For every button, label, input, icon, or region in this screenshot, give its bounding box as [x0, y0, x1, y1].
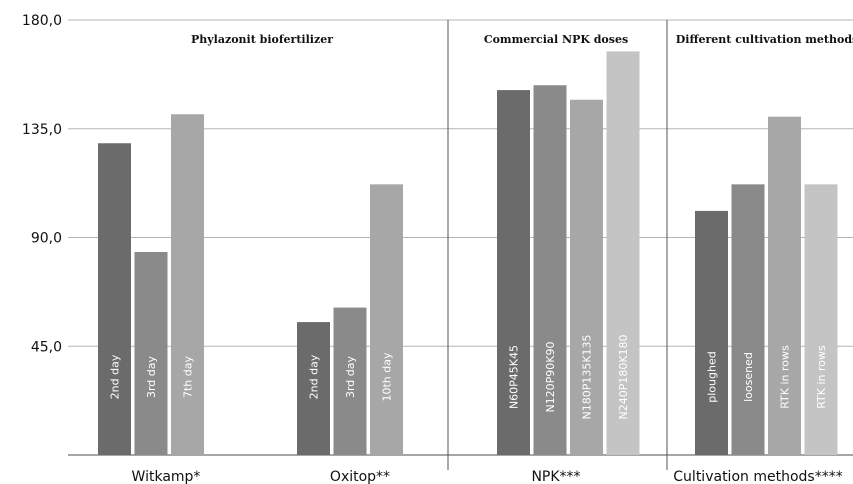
category-label: NPK*** — [531, 469, 580, 484]
bar — [134, 252, 168, 455]
category-label: Cultivation methods**** — [673, 469, 842, 484]
section-label: Commercial NPK doses — [484, 33, 628, 46]
section-dividers — [447, 20, 668, 470]
bar-label: 3rd day — [344, 355, 357, 398]
bar — [570, 99, 603, 455]
bar — [497, 90, 530, 455]
bar-label: N60P45K45 — [508, 345, 521, 409]
bar-label: loosened — [742, 352, 755, 402]
bar — [370, 184, 403, 456]
bar — [333, 307, 367, 455]
bars: 2nd day 3rd day 7th day 2nd day 3rd day 10th … — [98, 51, 838, 456]
bar — [768, 116, 801, 456]
bar-label: 2nd day — [109, 354, 122, 399]
bar-label: 3rd day — [145, 355, 158, 398]
bar-label: N240P180K180 — [617, 334, 630, 419]
category-label: Oxitop** — [330, 469, 390, 484]
category-labels: Witkamp* Oxitop** NPK*** Cultivation method… — [132, 469, 843, 484]
section-label: Phylazonit biofertilizer — [191, 33, 333, 46]
section-label: Different cultivation methods — [676, 33, 853, 46]
bar-label: RTK in rows — [779, 345, 792, 409]
bar — [695, 210, 728, 455]
bar — [171, 114, 204, 455]
y-axis-ticks: 45,0 90,0 135,0 180,0 — [22, 13, 62, 355]
bar — [731, 184, 765, 456]
section-labels: Phylazonit biofertilizer Commercial NPK d… — [191, 33, 853, 46]
bar — [804, 184, 838, 456]
bar-label: RTK in rows — [815, 345, 828, 409]
bar-label: N180P135K135 — [581, 334, 594, 419]
bar-label: 2nd day — [308, 354, 321, 399]
y-tick-label: 45,0 — [31, 339, 62, 355]
category-label: Witkamp* — [132, 469, 201, 484]
y-tick-label: 135,0 — [22, 122, 62, 138]
y-tick-label: 90,0 — [31, 231, 62, 247]
bar-label: N120P90K90 — [544, 341, 557, 412]
y-tick-label: 180,0 — [22, 13, 62, 29]
bar — [533, 85, 567, 455]
bar — [606, 51, 640, 456]
bar-label: 7th day — [182, 356, 195, 399]
bar — [98, 143, 131, 455]
bar-label: ploughed — [706, 351, 719, 402]
bar — [297, 322, 330, 455]
bar-label: 10th day — [381, 352, 394, 402]
